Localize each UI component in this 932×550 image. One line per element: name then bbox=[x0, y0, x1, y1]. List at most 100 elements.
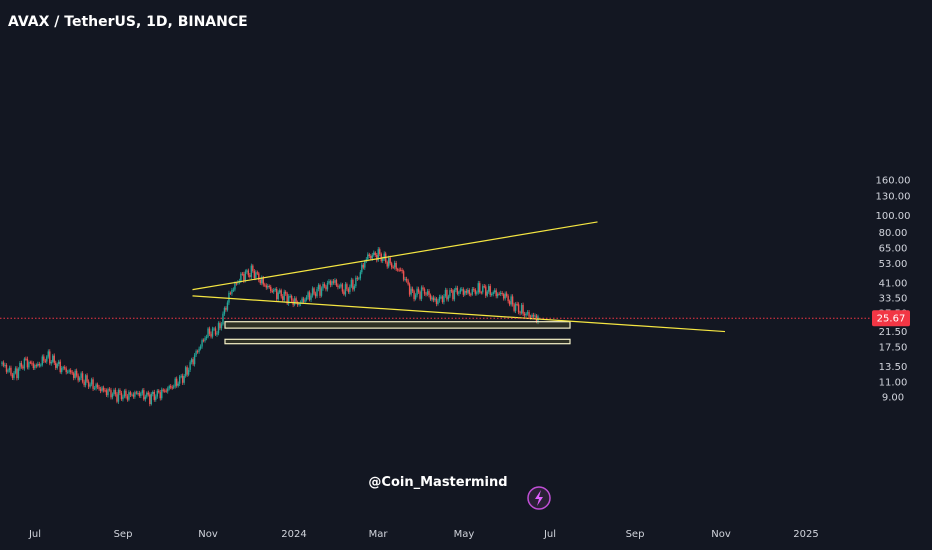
candle bbox=[144, 394, 147, 402]
price-tick-label: 80.00 bbox=[879, 228, 908, 239]
candle bbox=[189, 360, 191, 372]
candle-body bbox=[55, 362, 57, 368]
candle-body bbox=[273, 289, 275, 292]
time-axis[interactable]: Jul Sep Nov 2024 Mar May Jul Sep Nov 2025 bbox=[28, 529, 819, 540]
candle bbox=[256, 270, 259, 276]
candle bbox=[523, 311, 526, 318]
candle-body bbox=[283, 291, 285, 301]
candle bbox=[522, 302, 524, 317]
candle bbox=[138, 390, 141, 398]
candle-body bbox=[190, 359, 193, 363]
candle bbox=[35, 363, 38, 369]
candle bbox=[273, 288, 275, 294]
candle-body bbox=[368, 254, 370, 256]
candle-body bbox=[250, 265, 253, 277]
candle-body bbox=[81, 373, 84, 382]
candle-body bbox=[482, 286, 484, 293]
candle bbox=[447, 294, 450, 302]
candle-body bbox=[320, 288, 323, 296]
candle bbox=[411, 286, 414, 294]
candle bbox=[494, 288, 496, 294]
candle-body bbox=[165, 390, 167, 392]
candle-body bbox=[277, 292, 279, 300]
candle-body bbox=[116, 394, 118, 402]
candle bbox=[178, 374, 181, 386]
candle bbox=[68, 368, 70, 374]
candle-body bbox=[419, 291, 421, 299]
candle-body bbox=[53, 355, 55, 363]
candle-body bbox=[184, 367, 187, 377]
candle-body bbox=[170, 386, 172, 388]
candle-body bbox=[158, 390, 160, 393]
candle bbox=[23, 357, 26, 371]
candle-body bbox=[74, 370, 76, 378]
candle-body bbox=[464, 290, 466, 295]
candle bbox=[89, 382, 91, 389]
candle-body bbox=[32, 363, 35, 369]
candle bbox=[390, 261, 393, 270]
candle-body bbox=[178, 376, 181, 384]
candle-body bbox=[52, 355, 54, 362]
candle-body bbox=[161, 389, 163, 399]
candle-body bbox=[175, 378, 178, 386]
candle-body bbox=[235, 283, 238, 285]
candle-body bbox=[343, 291, 345, 295]
candle bbox=[204, 335, 206, 343]
candle-body bbox=[491, 294, 493, 296]
candle-body bbox=[265, 285, 267, 288]
candle-body bbox=[104, 390, 106, 392]
candle-body bbox=[526, 312, 529, 314]
candle bbox=[11, 372, 14, 380]
candle bbox=[392, 265, 394, 269]
candle bbox=[120, 390, 123, 401]
candle bbox=[420, 285, 423, 302]
candle-body bbox=[214, 328, 217, 335]
candle-body bbox=[346, 284, 348, 289]
candle bbox=[95, 382, 97, 391]
candle-body bbox=[44, 360, 46, 362]
candle bbox=[438, 294, 441, 303]
candle bbox=[502, 292, 505, 301]
price-tick-label: 130.00 bbox=[876, 191, 911, 202]
candle-body bbox=[435, 298, 438, 304]
candle-body bbox=[69, 370, 72, 373]
candle-body bbox=[168, 386, 170, 389]
candle bbox=[514, 302, 517, 314]
candle-body bbox=[246, 270, 248, 272]
candle-body bbox=[362, 264, 365, 268]
candle bbox=[250, 263, 253, 280]
candle-body bbox=[382, 258, 384, 261]
candle bbox=[241, 272, 244, 276]
candle bbox=[516, 301, 518, 307]
candle bbox=[437, 298, 439, 306]
candle-body bbox=[101, 387, 103, 391]
candle-body bbox=[426, 291, 429, 295]
candle-body bbox=[261, 277, 263, 284]
candle-body bbox=[531, 314, 533, 318]
candle-body bbox=[432, 297, 435, 301]
candle-body bbox=[271, 290, 273, 292]
candle bbox=[86, 373, 88, 384]
candle bbox=[279, 288, 281, 294]
price-axis[interactable]: 160.00 130.00 100.00 80.00 65.00 53.00 41.00 33… bbox=[872, 176, 911, 404]
candle-body bbox=[516, 303, 518, 305]
candle bbox=[370, 254, 372, 261]
candle-body bbox=[420, 287, 423, 299]
candle-body bbox=[198, 348, 200, 352]
candle-body bbox=[488, 286, 490, 292]
candle bbox=[308, 290, 311, 302]
candle-body bbox=[308, 292, 311, 300]
candle bbox=[78, 376, 81, 382]
candle bbox=[26, 356, 29, 370]
candle-body bbox=[211, 328, 214, 337]
candle-body bbox=[317, 285, 320, 290]
candle bbox=[152, 390, 154, 397]
candle-body bbox=[143, 390, 145, 400]
candle-body bbox=[440, 296, 442, 298]
candle bbox=[25, 356, 27, 361]
candle-body bbox=[302, 298, 305, 302]
candle bbox=[72, 371, 75, 381]
candle-body bbox=[62, 367, 64, 369]
candle bbox=[416, 286, 418, 298]
candle-body bbox=[314, 293, 317, 297]
